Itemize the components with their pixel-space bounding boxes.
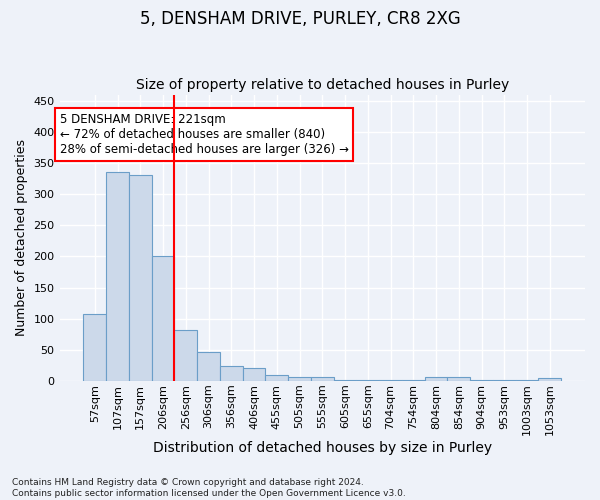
Bar [515, 380, 538, 381]
Bar [448, 376, 470, 381]
Bar [402, 380, 425, 381]
Bar [356, 380, 379, 381]
Bar [175, 330, 197, 381]
Bar [493, 380, 515, 381]
Bar [334, 380, 356, 381]
Bar [129, 175, 152, 381]
Bar [265, 376, 288, 381]
Text: Contains HM Land Registry data © Crown copyright and database right 2024.
Contai: Contains HM Land Registry data © Crown c… [12, 478, 406, 498]
Text: 5, DENSHAM DRIVE, PURLEY, CR8 2XG: 5, DENSHAM DRIVE, PURLEY, CR8 2XG [140, 10, 460, 28]
Bar [197, 352, 220, 381]
Bar [379, 380, 402, 381]
Bar [311, 377, 334, 381]
Bar [242, 368, 265, 381]
Bar [106, 172, 129, 381]
Bar [470, 380, 493, 381]
Bar [538, 378, 561, 381]
Bar [83, 314, 106, 381]
Text: 5 DENSHAM DRIVE: 221sqm
← 72% of detached houses are smaller (840)
28% of semi-d: 5 DENSHAM DRIVE: 221sqm ← 72% of detache… [59, 113, 349, 156]
Bar [288, 376, 311, 381]
Y-axis label: Number of detached properties: Number of detached properties [15, 139, 28, 336]
Title: Size of property relative to detached houses in Purley: Size of property relative to detached ho… [136, 78, 509, 92]
Bar [425, 376, 448, 381]
Bar [220, 366, 242, 381]
X-axis label: Distribution of detached houses by size in Purley: Distribution of detached houses by size … [153, 441, 492, 455]
Bar [152, 256, 175, 381]
